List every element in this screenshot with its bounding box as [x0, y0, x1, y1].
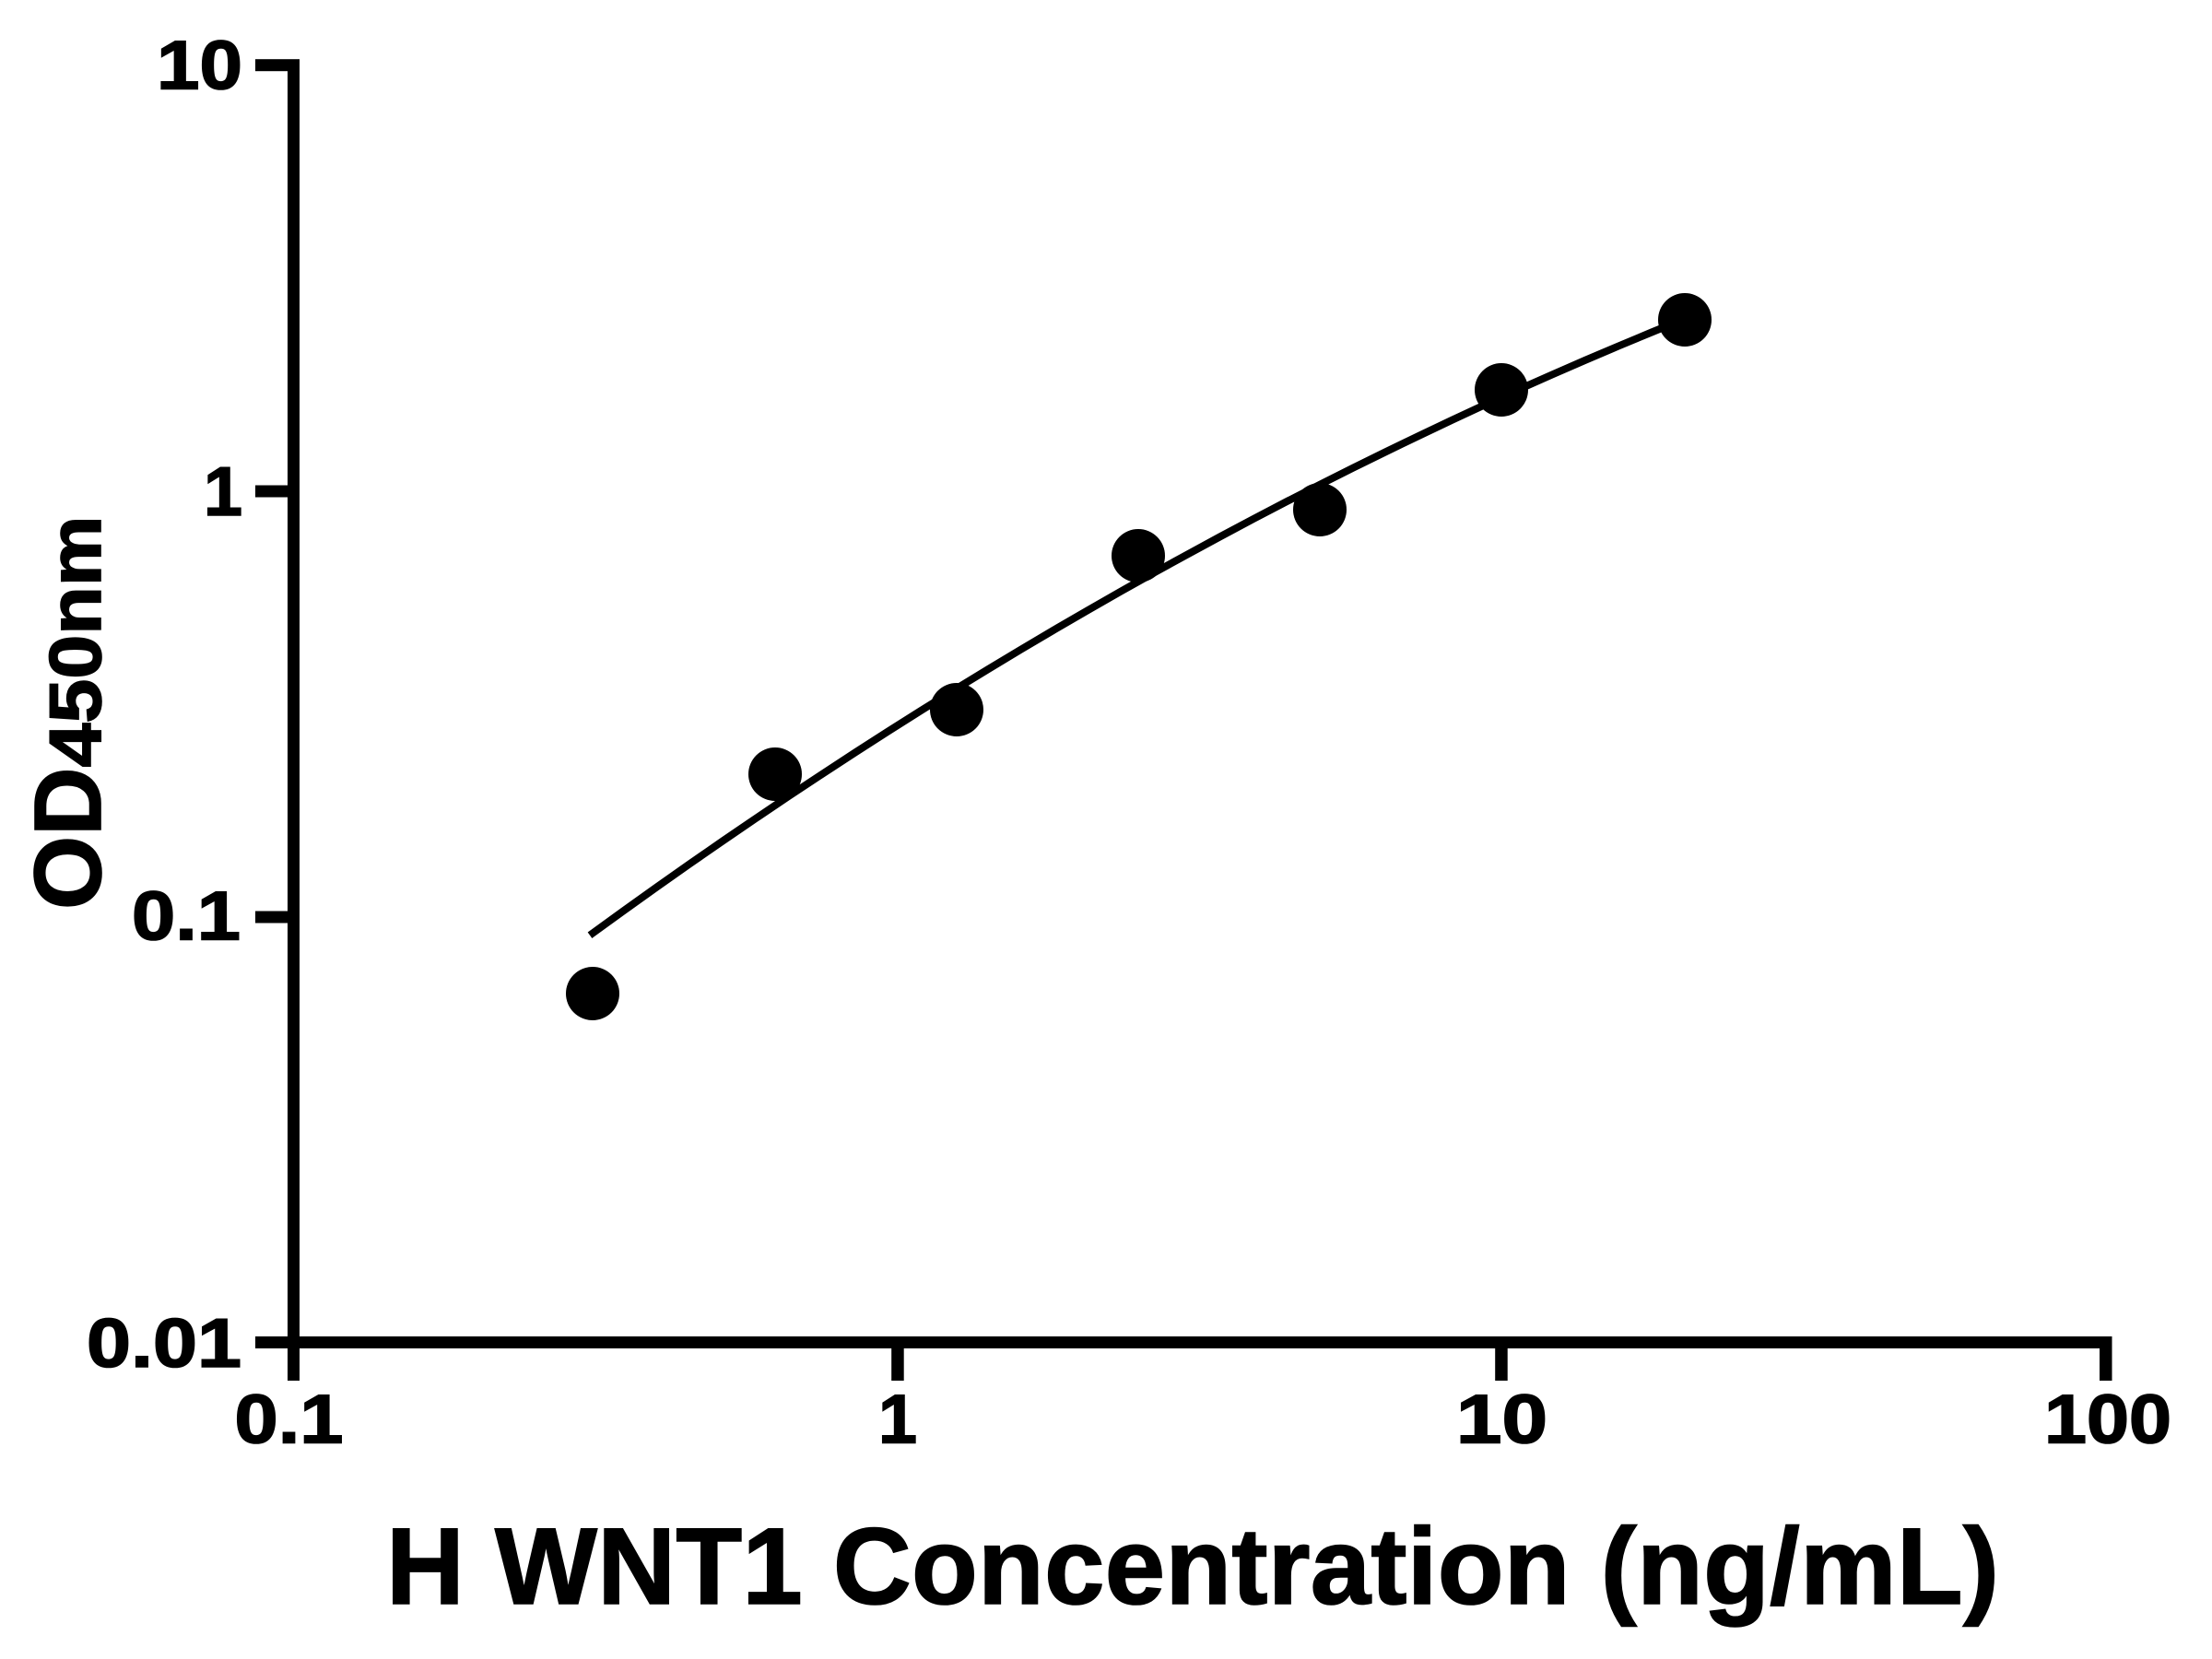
svg-text:OD450nm: OD450nm: [15, 516, 121, 911]
svg-text:0.01: 0.01: [87, 1304, 241, 1382]
svg-text:10: 10: [157, 26, 242, 103]
svg-text:10: 10: [1456, 1381, 1547, 1458]
svg-text:1: 1: [204, 453, 242, 530]
svg-text:0.1: 0.1: [235, 1381, 344, 1458]
svg-text:H WNT1 Concentration (ng/mL): H WNT1 Concentration (ng/mL): [386, 1506, 1999, 1627]
svg-text:100: 100: [2044, 1381, 2171, 1458]
svg-text:0.1: 0.1: [132, 877, 241, 955]
svg-text:1: 1: [878, 1381, 917, 1458]
